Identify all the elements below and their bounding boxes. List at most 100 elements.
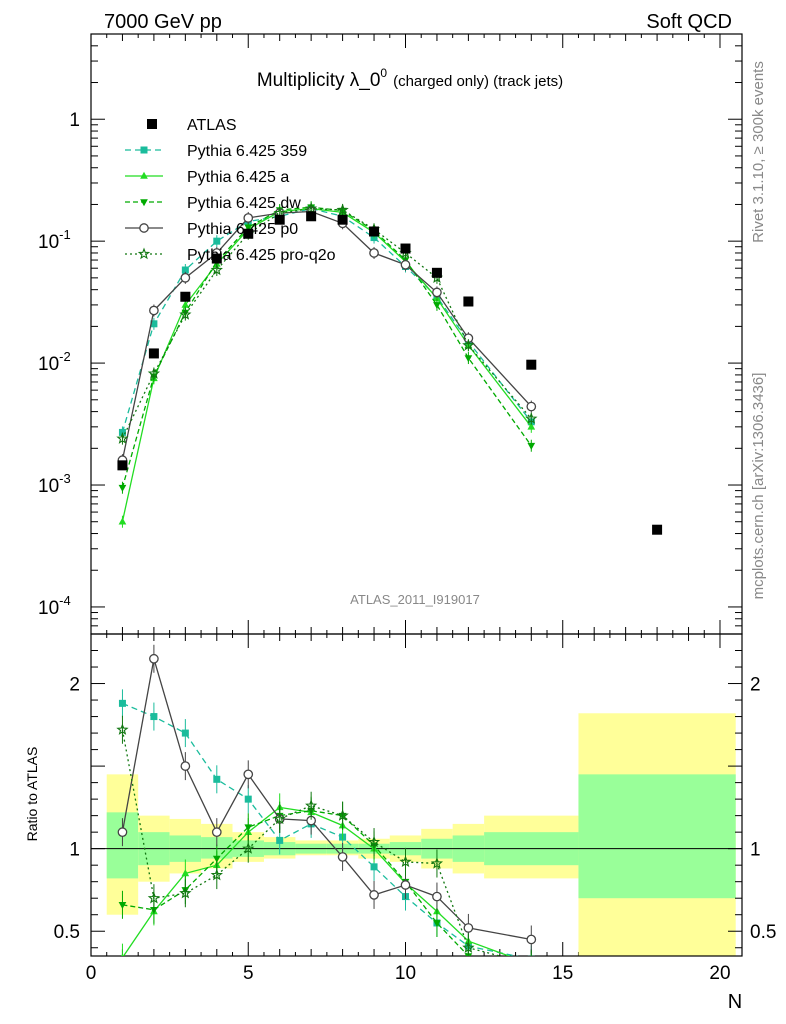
data-point [118, 517, 127, 525]
ratio-point [243, 769, 254, 780]
data-point [306, 211, 317, 222]
x-axis-label: N [728, 991, 742, 1013]
header-right-label: Soft QCD [646, 11, 732, 33]
data-point [213, 237, 221, 245]
ratio-y-tick-label-right: 0.5 [750, 922, 776, 943]
legend-label: Pythia 6.425 dw [187, 195, 301, 212]
data-point [525, 412, 538, 424]
ratio-point [367, 835, 381, 848]
data-point [150, 320, 158, 328]
legend-marker [140, 199, 148, 207]
legend-label: ATLAS [187, 117, 237, 134]
ratio-y-tick-label-right: 2 [750, 675, 761, 696]
ratio-point [118, 902, 127, 910]
legend-entry: ATLAS [147, 117, 237, 134]
legend-marker [147, 119, 157, 129]
data-point [305, 202, 318, 214]
ratio-point [213, 775, 221, 783]
chart-title: Multiplicity λ_00 (charged only) (track j… [257, 66, 563, 91]
ratio-point [527, 955, 535, 956]
y-tick-label: 10-2 [38, 349, 71, 375]
ratio-point [211, 827, 222, 838]
legend: ATLAS Pythia 6.425 359 Pythia 6.425 a Pythi… [125, 117, 336, 264]
data-point [463, 296, 474, 307]
ratio-point [181, 729, 189, 737]
ratio-line [121, 658, 532, 941]
y-tick-label: 10-1 [38, 227, 71, 253]
data-point [432, 287, 442, 298]
series-pythia-6-425-pro-q2o [116, 202, 538, 445]
data-point [336, 203, 349, 216]
data-point [243, 213, 254, 223]
ratio-series-pythia-6-425-p0 [117, 644, 537, 954]
x-tick-label: 0 [86, 963, 97, 984]
data-point [369, 248, 379, 258]
legend-entry: Pythia 6.425 pro-q2o [125, 247, 336, 264]
data-point [433, 302, 441, 310]
ratio-point [432, 891, 442, 902]
y-tick-label: 10-3 [38, 471, 71, 497]
data-point [181, 266, 189, 274]
data-point [181, 300, 190, 308]
legend-entry: Pythia 6.425 p0 [125, 221, 298, 238]
ratio-point [212, 855, 221, 863]
chart-title-sup: 0 [380, 66, 387, 80]
x-tick-label: 5 [243, 963, 254, 984]
ratio-y-axis-label: Ratio to ATLAS [24, 747, 40, 842]
ratio-series-pythia-6-425-pro-q2o [116, 715, 532, 956]
x-tick-label: 10 [395, 963, 416, 984]
ratio-point [181, 869, 190, 877]
ratio-frame [90, 633, 743, 957]
data-point [400, 243, 411, 254]
ratio-point [400, 880, 411, 890]
legend-label: Pythia 6.425 p0 [187, 221, 298, 238]
data-point [118, 484, 127, 492]
header-left-label: 7000 GeV pp [104, 11, 222, 33]
ratio-point [179, 886, 192, 899]
ratio-point [117, 827, 128, 838]
data-point [116, 432, 129, 444]
data-point [148, 348, 159, 359]
data-point [117, 460, 128, 471]
data-point [527, 442, 536, 450]
data-point [180, 291, 191, 302]
data-point [274, 214, 285, 225]
ratio-point [433, 920, 441, 928]
ratio-point [210, 868, 223, 881]
ratio-point [180, 761, 191, 771]
chart-title-main: Multiplicity λ_0 [257, 70, 381, 91]
x-tick-label: 15 [552, 963, 573, 984]
ratio-point [463, 923, 474, 933]
legend-label: Pythia 6.425 pro-q2o [187, 247, 336, 264]
legend-label: Pythia 6.425 a [187, 169, 289, 186]
ratio-point [273, 812, 286, 825]
ratio-point [116, 723, 129, 735]
data-point [431, 267, 442, 278]
ratio-point [399, 855, 412, 868]
data-point [527, 422, 536, 430]
data-point [243, 228, 254, 239]
ratio-point [149, 653, 159, 664]
data-point [369, 226, 380, 237]
ratio-point [369, 890, 379, 900]
side-label-top: Rivet 3.1.10, ≥ 300k events [750, 61, 767, 243]
ratio-bands [106, 713, 736, 956]
data-point [118, 428, 126, 436]
data-point [180, 273, 191, 283]
data-point [400, 259, 411, 270]
main-panel: 1 10-1 10-2 10-3 10-4 ATLAS Pythia 6.425 359 Py… [38, 33, 743, 956]
ratio-point [242, 842, 255, 854]
ratio-y-tick-label: 1 [69, 840, 80, 861]
data-point [210, 263, 223, 276]
series-pythia-6-425-dw [118, 201, 536, 494]
ratio-point [118, 699, 126, 707]
data-point [462, 338, 475, 351]
ratio-point [462, 941, 475, 953]
data-point [147, 367, 161, 379]
ratio-y-tick-label-right: 1 [750, 840, 761, 861]
ratio-point [527, 960, 535, 967]
ratio-point [370, 863, 378, 871]
data-point [179, 308, 192, 320]
data-point [526, 401, 537, 412]
